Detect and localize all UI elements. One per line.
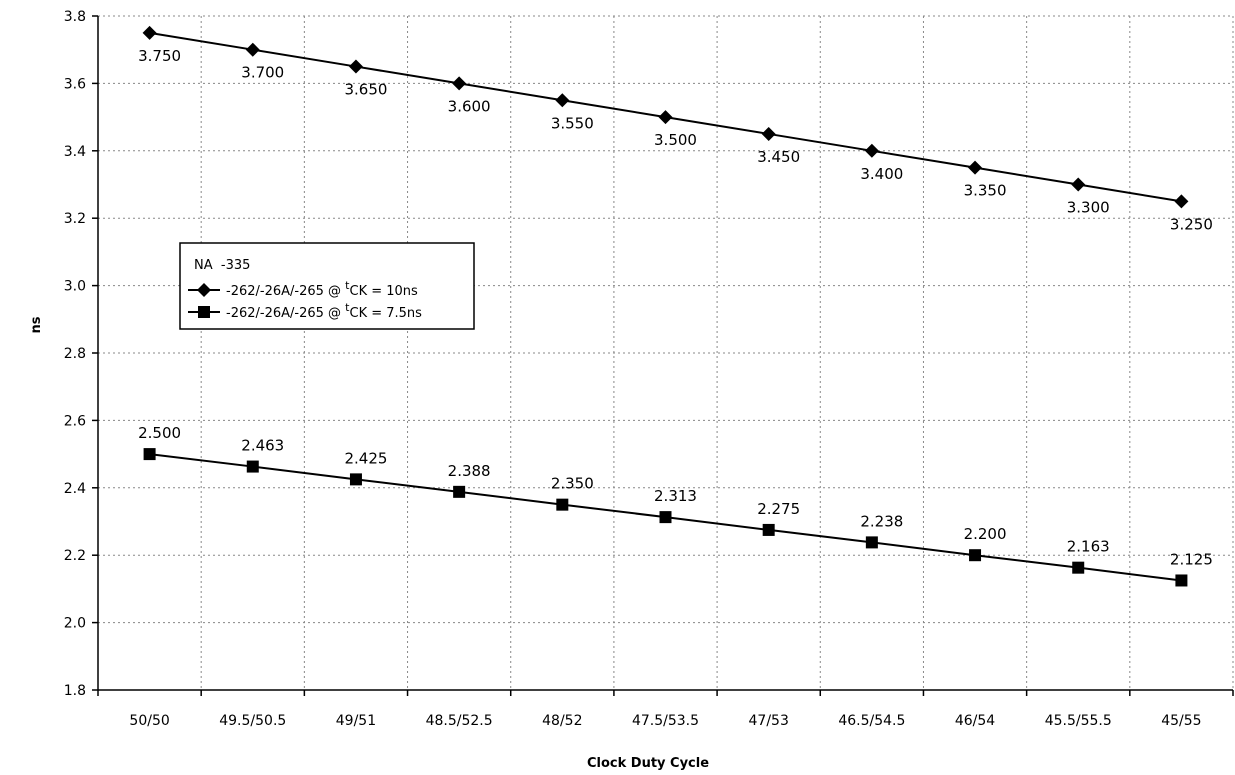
legend-label: -262/-26A/-265 @ tCK = 10ns — [226, 279, 418, 299]
y-tick-label: 2.4 — [64, 481, 86, 497]
data-label: 3.750 — [138, 47, 181, 65]
legend-label-sup: t — [345, 279, 350, 292]
y-tick-label: 3.4 — [64, 144, 86, 160]
axes — [92, 15, 1234, 696]
data-label: 2.313 — [654, 487, 697, 505]
square-marker — [143, 448, 156, 461]
diamond-marker — [864, 143, 879, 158]
y-tick-label: 2.6 — [64, 413, 86, 429]
legend-label-sup: t — [345, 301, 350, 314]
square-marker — [762, 523, 775, 536]
square-marker — [556, 498, 569, 511]
x-tick-label: 48/52 — [542, 713, 582, 729]
data-label: 3.250 — [1170, 215, 1213, 233]
data-label: 3.700 — [241, 64, 284, 82]
y-tick-label: 1.8 — [64, 683, 86, 699]
diamond-marker — [1071, 177, 1086, 192]
data-label: 2.125 — [1170, 550, 1213, 568]
square-marker — [1175, 574, 1188, 587]
series-2: 2.500 2.463 2.425 2.388 2.350 2.313 2.275 2.238… — [138, 424, 1213, 587]
x-tick-label: 45/55 — [1161, 713, 1201, 729]
square-marker — [865, 536, 878, 549]
legend-entry-2: -262/-26A/-265 @ tCK = 7.5ns — [188, 301, 422, 321]
data-label: 3.400 — [860, 165, 903, 183]
data-label: 2.463 — [241, 437, 284, 455]
y-tick-label: 3.0 — [64, 279, 86, 295]
diamond-marker — [142, 25, 157, 40]
legend-entry-1: -262/-26A/-265 @ tCK = 10ns — [188, 279, 418, 299]
data-label: 3.450 — [757, 148, 800, 166]
legend-entries: -262/-26A/-265 @ tCK = 10ns-262/-26A/-26… — [188, 279, 422, 321]
data-label: 2.200 — [964, 525, 1007, 543]
legend-label-prefix: -262/-26A/-265 @ — [226, 284, 345, 299]
diamond-marker — [658, 110, 673, 125]
data-label: 2.238 — [860, 512, 903, 530]
square-marker — [1072, 561, 1085, 574]
data-label: 3.300 — [1067, 199, 1110, 217]
diamond-marker — [348, 59, 363, 74]
diamond-marker — [968, 160, 983, 175]
y-tick-labels: 1.8 2.0 2.2 2.4 2.6 2.8 3.0 3.2 3.4 3.6 3.8 — [64, 9, 86, 699]
square-marker — [659, 511, 672, 524]
legend-label: -262/-26A/-265 @ tCK = 7.5ns — [226, 301, 422, 321]
diamond-marker — [245, 42, 260, 57]
legend: NA -335 -262/-26A/-265 @ tCK = 10ns-262/… — [179, 242, 475, 330]
x-tick-label: 50/50 — [129, 713, 169, 729]
x-tick-label: 49/51 — [336, 713, 376, 729]
data-label: 2.350 — [551, 475, 594, 493]
grid-lines — [98, 15, 1234, 690]
diamond-marker — [761, 126, 776, 141]
data-label: 3.600 — [448, 97, 491, 115]
data-label: 2.275 — [757, 500, 800, 518]
data-label: 3.350 — [964, 182, 1007, 200]
series-group: 3.750 3.700 3.650 3.600 3.550 3.500 3.450 3.400… — [138, 25, 1213, 587]
diamond-marker — [452, 76, 467, 91]
square-marker — [969, 549, 982, 562]
legend-label-prefix: -262/-26A/-265 @ — [226, 306, 345, 321]
y-tick-label: 3.8 — [64, 9, 86, 25]
data-label: 2.425 — [344, 449, 387, 467]
data-label: 2.388 — [448, 462, 491, 480]
x-tick-label: 47.5/53.5 — [632, 713, 699, 729]
series-1: 3.750 3.700 3.650 3.600 3.550 3.500 3.450 3.400… — [138, 25, 1213, 233]
legend-label-suffix: CK = 7.5ns — [350, 306, 423, 321]
x-axis-title: Clock Duty Cycle — [587, 756, 709, 771]
x-tick-label: 46.5/54.5 — [838, 713, 905, 729]
legend-diamond-marker — [197, 283, 211, 297]
x-tick-labels: 50/50 49.5/50.5 49/51 48.5/52.5 48/52 47.5/53… — [129, 713, 1201, 729]
y-tick-label: 2.2 — [64, 548, 86, 564]
legend-box — [179, 242, 475, 330]
x-tick-label: 46/54 — [955, 713, 995, 729]
x-tick-label: 47/53 — [749, 713, 789, 729]
diamond-marker — [1174, 194, 1189, 209]
legend-square-marker — [198, 306, 210, 318]
diamond-marker — [555, 93, 570, 108]
y-tick-label: 2.0 — [64, 616, 86, 632]
y-axis-title: ns — [29, 316, 44, 333]
y-tick-label: 3.6 — [64, 76, 86, 92]
data-label: 2.500 — [138, 424, 181, 442]
data-label: 3.650 — [344, 81, 387, 99]
data-label: 2.163 — [1067, 538, 1110, 556]
data-label: 3.550 — [551, 114, 594, 132]
data-label: 3.500 — [654, 131, 697, 149]
square-marker — [453, 485, 466, 498]
y-tick-label: 3.2 — [64, 211, 86, 227]
y-tick-label: 2.8 — [64, 346, 86, 362]
x-tick-label: 49.5/50.5 — [219, 713, 286, 729]
square-marker — [246, 460, 259, 473]
square-marker — [349, 473, 362, 486]
legend-label-suffix: CK = 10ns — [350, 284, 419, 299]
legend-header: NA -335 — [194, 258, 250, 273]
x-tick-label: 45.5/55.5 — [1045, 713, 1112, 729]
x-tick-label: 48.5/52.5 — [426, 713, 493, 729]
